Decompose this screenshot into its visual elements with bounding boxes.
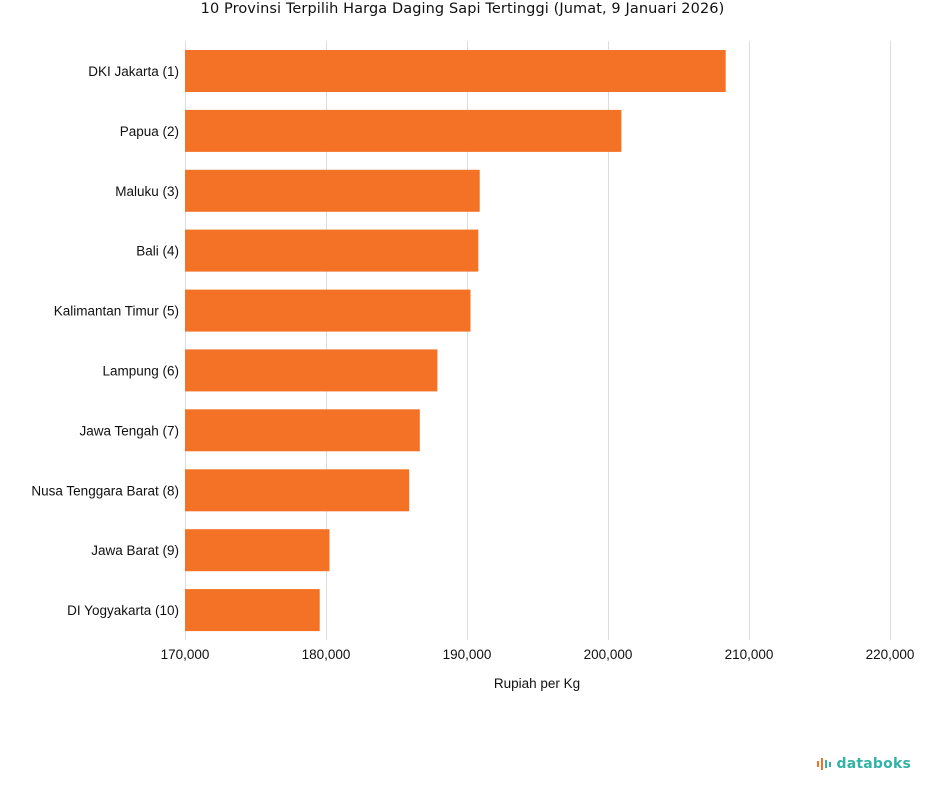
bar[interactable]	[185, 469, 410, 512]
bar[interactable]	[185, 229, 479, 272]
bar[interactable]	[185, 109, 622, 152]
x-tick-label: 170,000	[161, 647, 210, 662]
category-label: Jawa Barat (9)	[91, 543, 179, 558]
category-label: Papua (2)	[120, 124, 179, 139]
bar[interactable]	[185, 349, 438, 392]
category-label: DI Yogyakarta (10)	[67, 603, 179, 618]
bar[interactable]	[185, 409, 420, 452]
bar[interactable]	[185, 289, 471, 332]
x-tick-label: 180,000	[302, 647, 351, 662]
category-label: Lampung (6)	[102, 363, 179, 378]
chart-title: 10 Provinsi Terpilih Harga Daging Sapi T…	[200, 1, 725, 17]
category-label: DKI Jakarta (1)	[88, 64, 179, 79]
bars	[185, 50, 726, 632]
databoks-logo[interactable]: databoks	[816, 756, 912, 772]
x-tick-label: 210,000	[725, 647, 774, 662]
category-labels: DKI Jakarta (1) Papua (2) Maluku (3) Bali (…	[31, 64, 179, 618]
bar[interactable]	[185, 529, 330, 572]
category-label: Bali (4)	[136, 244, 179, 259]
category-label: Jawa Tengah (7)	[79, 423, 179, 438]
x-axis-title: Rupiah per Kg	[494, 676, 580, 691]
category-label: Kalimantan Timur (5)	[54, 304, 179, 319]
databoks-wordmark: databoks	[836, 756, 911, 772]
bar[interactable]	[185, 589, 320, 632]
x-tick-label: 220,000	[866, 647, 915, 662]
x-axis-ticks: 170,000 180,000 190,000 200,000 210,000 220,0…	[161, 647, 915, 662]
x-tick-label: 190,000	[443, 647, 492, 662]
category-label: Nusa Tenggara Barat (8)	[31, 483, 179, 498]
x-tick-label: 200,000	[584, 647, 633, 662]
bar[interactable]	[185, 169, 480, 212]
bar[interactable]	[185, 50, 726, 92]
databoks-logo-icon	[816, 758, 831, 770]
category-label: Maluku (3)	[115, 184, 179, 199]
